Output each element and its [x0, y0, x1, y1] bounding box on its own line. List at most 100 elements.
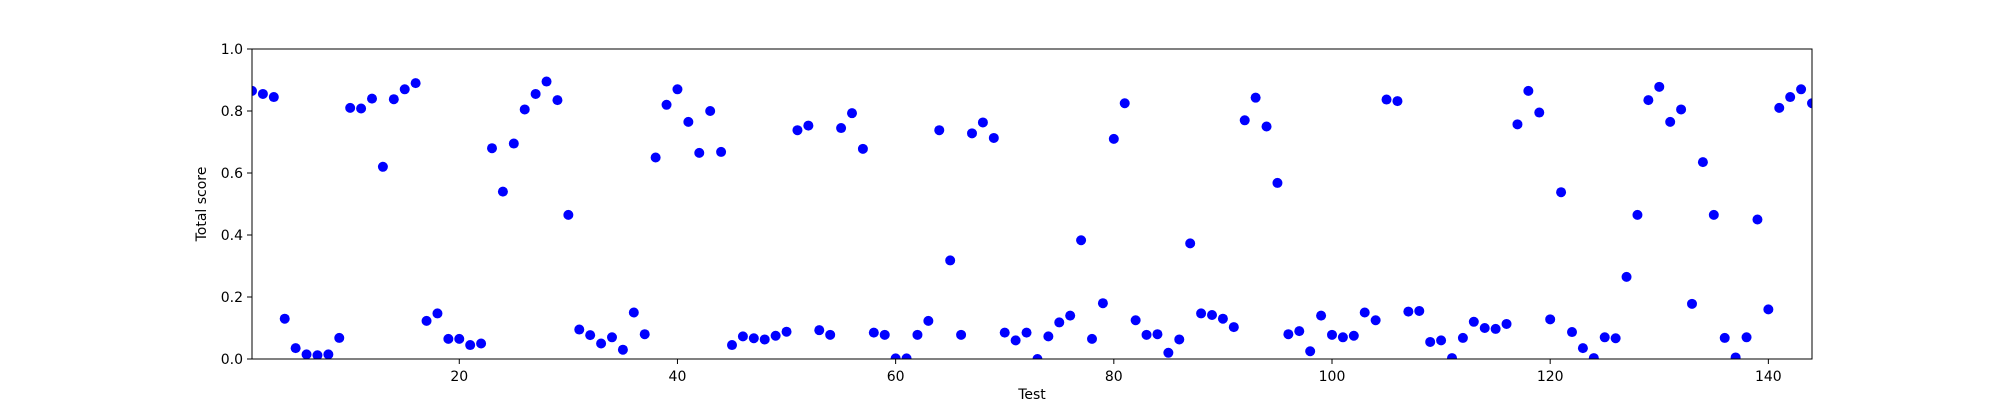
data-point [1174, 334, 1185, 345]
data-point [639, 329, 650, 340]
plot-frame [251, 48, 1813, 360]
data-point [1490, 323, 1501, 334]
data-point [890, 353, 901, 359]
y-tick-label: 0.6 [221, 166, 243, 182]
data-point [1043, 331, 1054, 342]
data-point [727, 340, 737, 351]
x-axis-ticks: 20 40 60 80 100 120 140 [450, 359, 1782, 385]
data-point [1130, 315, 1141, 326]
data-point [1294, 326, 1305, 337]
data-point [999, 327, 1010, 338]
data-point [1501, 318, 1512, 329]
data-point [945, 255, 956, 266]
data-point [1512, 119, 1523, 130]
data-point [1370, 315, 1381, 326]
data-point [1774, 102, 1785, 113]
y-tick-label: 0.2 [221, 290, 243, 306]
data-point [988, 132, 999, 143]
data-point [1381, 94, 1392, 105]
x-tick-label: 20 [450, 369, 468, 385]
data-point [1741, 332, 1752, 343]
y-tick-label: 0.4 [221, 228, 243, 244]
data-point [1610, 333, 1621, 344]
data-point [716, 146, 727, 157]
data-point [1577, 343, 1588, 354]
data-point [388, 94, 399, 105]
data-point [814, 325, 825, 336]
data-point [1676, 104, 1687, 115]
data-point [367, 93, 377, 104]
data-point [1196, 308, 1207, 319]
data-point [868, 327, 879, 338]
data-point [552, 95, 563, 106]
data-point [770, 330, 781, 341]
data-point [1261, 121, 1272, 132]
data-point [312, 350, 323, 359]
data-point [1185, 238, 1196, 249]
data-point [1785, 92, 1796, 103]
data-point [1054, 317, 1065, 328]
data-point [443, 333, 454, 344]
data-point [1021, 327, 1032, 338]
data-point [323, 349, 334, 359]
data-point [1065, 310, 1076, 321]
data-point [1239, 115, 1250, 126]
data-point [650, 152, 661, 163]
data-point [1425, 336, 1436, 347]
data-point [432, 308, 443, 319]
data-point [1523, 85, 1534, 96]
data-point [1534, 107, 1545, 118]
data-point [1076, 235, 1087, 246]
x-tick-label: 40 [669, 369, 687, 385]
data-point [803, 120, 814, 131]
data-point [1272, 177, 1283, 188]
data-point [683, 116, 694, 127]
data-point [1392, 96, 1403, 107]
y-tick-label: 0.8 [221, 104, 243, 120]
data-point [356, 103, 367, 114]
data-point [1796, 84, 1807, 95]
data-point [1599, 332, 1610, 343]
data-point [1316, 310, 1327, 321]
data-point [476, 338, 487, 349]
data-point [1283, 329, 1294, 340]
data-point [279, 313, 290, 324]
data-point [563, 209, 574, 220]
data-point [1632, 209, 1643, 220]
data-point [661, 99, 672, 110]
data-point [901, 353, 912, 359]
data-point [334, 332, 345, 343]
data-point [1436, 335, 1447, 346]
data-point [792, 125, 803, 136]
data-point [934, 125, 945, 136]
data-point [781, 326, 792, 337]
data-point [879, 329, 890, 340]
data-point [857, 143, 868, 154]
data-point [1468, 316, 1479, 327]
data-point [497, 186, 508, 197]
data-point [1032, 354, 1043, 359]
data-point [1152, 329, 1163, 340]
data-point [530, 88, 541, 99]
data-point [1403, 306, 1414, 317]
data-point [508, 138, 519, 149]
data-point [607, 332, 617, 343]
data-point [1207, 309, 1217, 320]
data-point [1108, 133, 1119, 144]
data-point [1665, 116, 1676, 127]
data-point [617, 344, 628, 355]
data-point [628, 307, 639, 318]
x-axis-label: Test [1017, 387, 1046, 400]
data-point [399, 84, 410, 95]
data-point [1643, 95, 1654, 106]
data-point [1414, 305, 1425, 316]
y-tick-label: 0.0 [221, 352, 243, 368]
data-point [1457, 332, 1468, 343]
data-point [574, 324, 585, 335]
y-axis-label: Total score [194, 167, 210, 243]
data-point [672, 84, 683, 95]
data-point [421, 315, 432, 326]
data-point [748, 333, 759, 344]
data-point [1763, 304, 1774, 315]
data-point [345, 102, 356, 113]
